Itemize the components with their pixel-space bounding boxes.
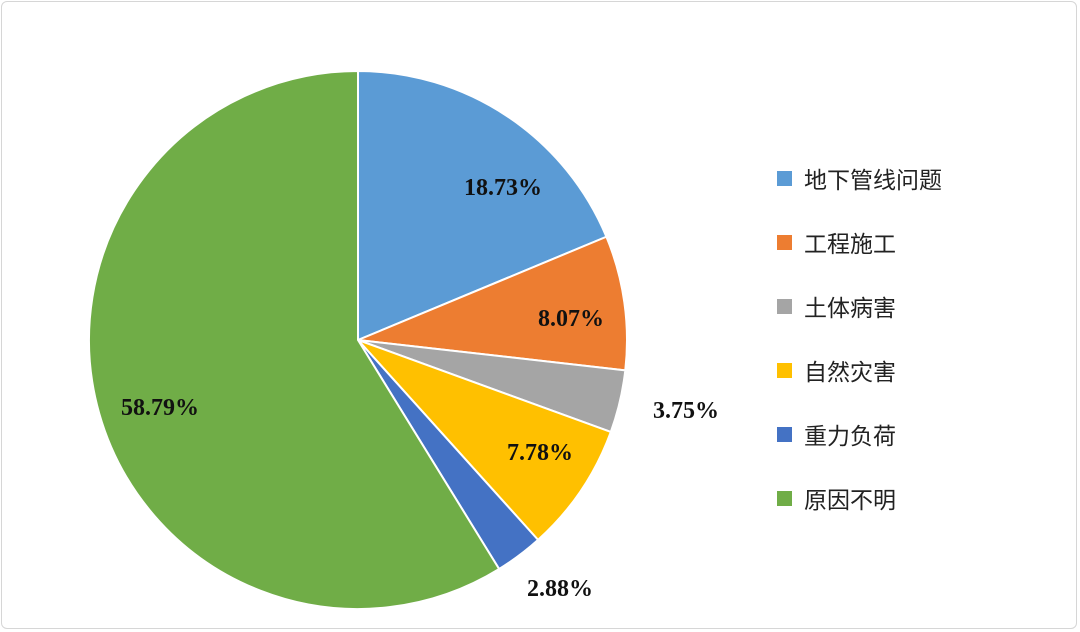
legend-label: 原因不明 xyxy=(804,488,896,514)
legend-label: 土体病害 xyxy=(804,296,896,322)
legend-item: 重力负荷 xyxy=(777,402,942,466)
legend-swatch xyxy=(777,362,792,378)
legend-swatch xyxy=(777,490,792,506)
legend-item: 地下管线问题 xyxy=(777,146,942,210)
legend: 地下管线问题 工程施工土体病害自然灾害重力负荷原因不明 xyxy=(777,146,942,530)
legend-swatch xyxy=(777,426,792,442)
legend-label: 工程施工 xyxy=(804,232,896,258)
legend-item: 自然灾害 xyxy=(777,338,942,402)
pie-slice-5 xyxy=(88,69,501,610)
legend-label: 自然灾害 xyxy=(804,360,896,386)
legend-item: 原因不明 xyxy=(777,466,942,530)
pie-slice-0 xyxy=(357,69,608,342)
legend-swatch xyxy=(777,298,792,314)
data-label-5: 58.79% xyxy=(121,395,199,421)
legend-swatch xyxy=(777,234,792,250)
data-label-3: 7.78% xyxy=(507,440,573,466)
legend-item: 工程施工 xyxy=(777,210,942,274)
legend-item: 土体病害 xyxy=(777,274,942,338)
data-label-0: 18.73% xyxy=(464,175,542,201)
legend-label: 重力负荷 xyxy=(804,424,896,450)
data-label-1: 8.07% xyxy=(538,306,604,332)
pie-slice-1 xyxy=(354,235,628,372)
legend-swatch xyxy=(777,170,792,186)
data-label-4: 2.88% xyxy=(527,576,593,602)
legend-label: 地下管线问题 xyxy=(804,168,942,194)
pie-slice-3 xyxy=(357,339,613,542)
data-label-2: 3.75% xyxy=(653,398,719,424)
